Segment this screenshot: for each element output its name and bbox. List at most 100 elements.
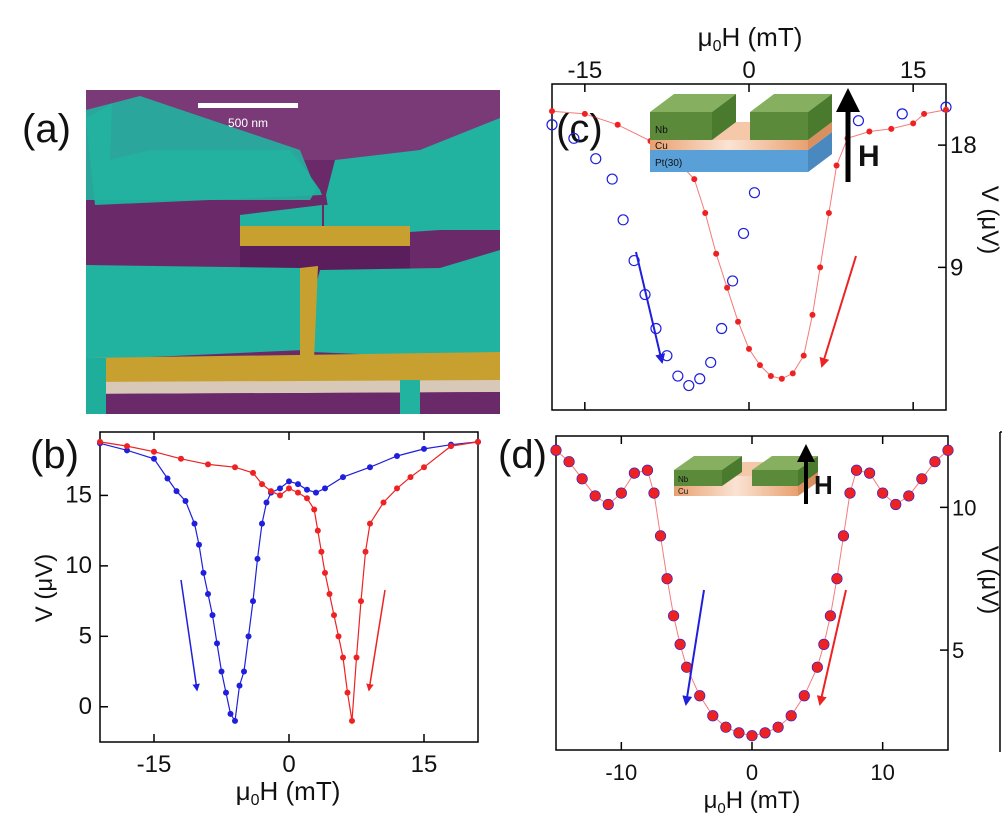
data-point-b-1-20 xyxy=(340,654,346,661)
data-point-c-0-0 xyxy=(546,119,558,131)
data-point-b-0-6 xyxy=(191,520,198,527)
data-point-b-0-21 xyxy=(259,520,265,527)
data-point-b-1-16 xyxy=(322,569,328,576)
y-tick-label-c-0: 9 xyxy=(950,254,963,281)
arrow-blue-c xyxy=(635,251,666,364)
data-point-b-1-11 xyxy=(295,489,301,496)
y-tick-label-d-1: 10 xyxy=(952,495,976,520)
data-point-b-0-8 xyxy=(200,569,207,576)
data-point-b-0-28 xyxy=(313,489,319,496)
y-axis-title-d: V (μV) xyxy=(976,546,1002,615)
ticks-c: -15 0 15 9 18 xyxy=(567,57,977,410)
data-point-b-1-8 xyxy=(268,488,274,495)
field-label-d: H xyxy=(814,470,833,500)
x-tick-label-c-0: -15 xyxy=(567,57,602,84)
data-point-b-1-7 xyxy=(259,481,265,488)
panel-d-label: (d) xyxy=(498,433,547,477)
data-point-b-0-19 xyxy=(250,598,256,605)
data-point-b-1-4 xyxy=(205,461,211,468)
layer-label-nb-d: Nb xyxy=(678,475,689,484)
data-point-c-0-5 xyxy=(628,254,640,267)
data-point-b-1-9 xyxy=(277,492,283,499)
data-point-b-1-29 xyxy=(407,474,414,481)
arrow-blue-d xyxy=(682,589,705,706)
layer-label-pt-c: Pt(30) xyxy=(655,158,682,169)
panel-b: (b) -15 0 15 0 5 10 15 μ0H (mT) V (μV) xyxy=(30,431,481,809)
data-point-b-0-25 xyxy=(286,478,292,485)
x-tick-label-c-2: 15 xyxy=(900,57,927,84)
data-point-b-1-5 xyxy=(232,464,238,471)
data-point-c-0-10 xyxy=(683,379,695,392)
field-arrowhead-d xyxy=(797,444,815,462)
data-point-b-1-25 xyxy=(362,548,369,555)
y-tick-label-b-3: 15 xyxy=(65,481,92,508)
scale-bar-label: 500 nm xyxy=(228,116,268,130)
data-point-b-0-14 xyxy=(227,710,234,717)
data-point-c-0-21 xyxy=(896,108,908,120)
data-point-b-1-17 xyxy=(326,591,333,598)
data-point-b-1-6 xyxy=(250,469,256,476)
data-point-b-0-7 xyxy=(196,541,202,548)
data-point-b-0-24 xyxy=(277,485,283,492)
series-line-b-0 xyxy=(99,441,479,723)
series-trace-d-1 xyxy=(555,449,949,737)
y-axis-title-b: V (μV) xyxy=(31,554,58,623)
data-point-b-0-15 xyxy=(232,717,238,724)
data-point-b-1-30 xyxy=(421,464,427,471)
x-tick-label-d-2: 10 xyxy=(870,760,894,785)
panel-b-label: (b) xyxy=(30,433,79,477)
layer-schematic-c: Nb Cu Pt(30) xyxy=(650,94,832,172)
data-point-b-0-3 xyxy=(164,475,171,482)
data-point-b-0-26 xyxy=(295,481,301,488)
data-point-b-1-12 xyxy=(304,495,310,502)
data-point-b-1-10 xyxy=(286,485,292,492)
panel-a-label: (a) xyxy=(22,107,71,151)
panel-a: (a) 500 nm xyxy=(22,90,500,414)
data-point-b-0-13 xyxy=(223,689,229,696)
data-point-b-1-19 xyxy=(335,633,342,640)
data-point-c-0-1 xyxy=(568,132,580,144)
ticks-b: -15 0 15 0 5 10 15 xyxy=(65,432,437,778)
data-point-c-0-13 xyxy=(716,322,728,335)
data-point-b-0-4 xyxy=(173,488,180,495)
scale-bar xyxy=(198,103,298,108)
data-point-b-1-13 xyxy=(311,506,318,513)
data-point-b-1-27 xyxy=(380,499,387,506)
data-point-c-0-3 xyxy=(606,173,618,185)
data-point-c-0-2 xyxy=(590,153,602,165)
data-point-c-0-20 xyxy=(852,115,865,127)
field-arrowhead-c xyxy=(836,88,860,112)
data-point-b-1-2 xyxy=(151,448,157,455)
y-axis-title-c: V (μV) xyxy=(976,186,1002,255)
data-point-b-0-12 xyxy=(218,668,225,675)
data-point-c-0-12 xyxy=(705,356,717,369)
data-point-b-1-21 xyxy=(344,689,351,696)
data-point-b-0-22 xyxy=(263,499,270,506)
layer-label-cu-d: Cu xyxy=(678,487,688,496)
y-tick-label-b-2: 10 xyxy=(65,552,92,579)
ticks-d: -10 0 10 5 10 xyxy=(605,436,976,785)
data-point-c-0-14 xyxy=(726,275,739,287)
x-axis-title-d: μ0H (mT) xyxy=(704,787,801,817)
series-b xyxy=(97,438,481,724)
data-point-b-0-18 xyxy=(245,633,252,640)
data-point-b-0-20 xyxy=(254,555,261,562)
data-point-c-1-0 xyxy=(549,108,555,115)
data-point-b-1-18 xyxy=(331,612,337,619)
panel-c: (c) -15 0 15 9 18 μ0H (mT) V (μV) Nb Cu Pt(3… xyxy=(546,22,1002,411)
data-point-b-1-1 xyxy=(124,443,130,450)
arrow-blue-b xyxy=(180,579,200,692)
data-point-c-0-11 xyxy=(694,373,706,385)
x-tick-label-d-1: 0 xyxy=(746,760,758,785)
data-point-b-0-2 xyxy=(151,455,157,462)
data-point-c-0-15 xyxy=(737,227,750,240)
data-point-b-0-27 xyxy=(304,486,310,493)
top-axis-title-c: μ0H (mT) xyxy=(698,22,803,55)
data-point-b-0-29 xyxy=(322,485,328,492)
x-tick-label-b-0: -15 xyxy=(137,751,172,778)
data-point-b-0-9 xyxy=(205,591,211,598)
x-tick-label-b-1: 0 xyxy=(282,751,295,778)
layer-label-nb-c: Nb xyxy=(655,125,668,136)
data-point-b-1-28 xyxy=(394,485,400,492)
